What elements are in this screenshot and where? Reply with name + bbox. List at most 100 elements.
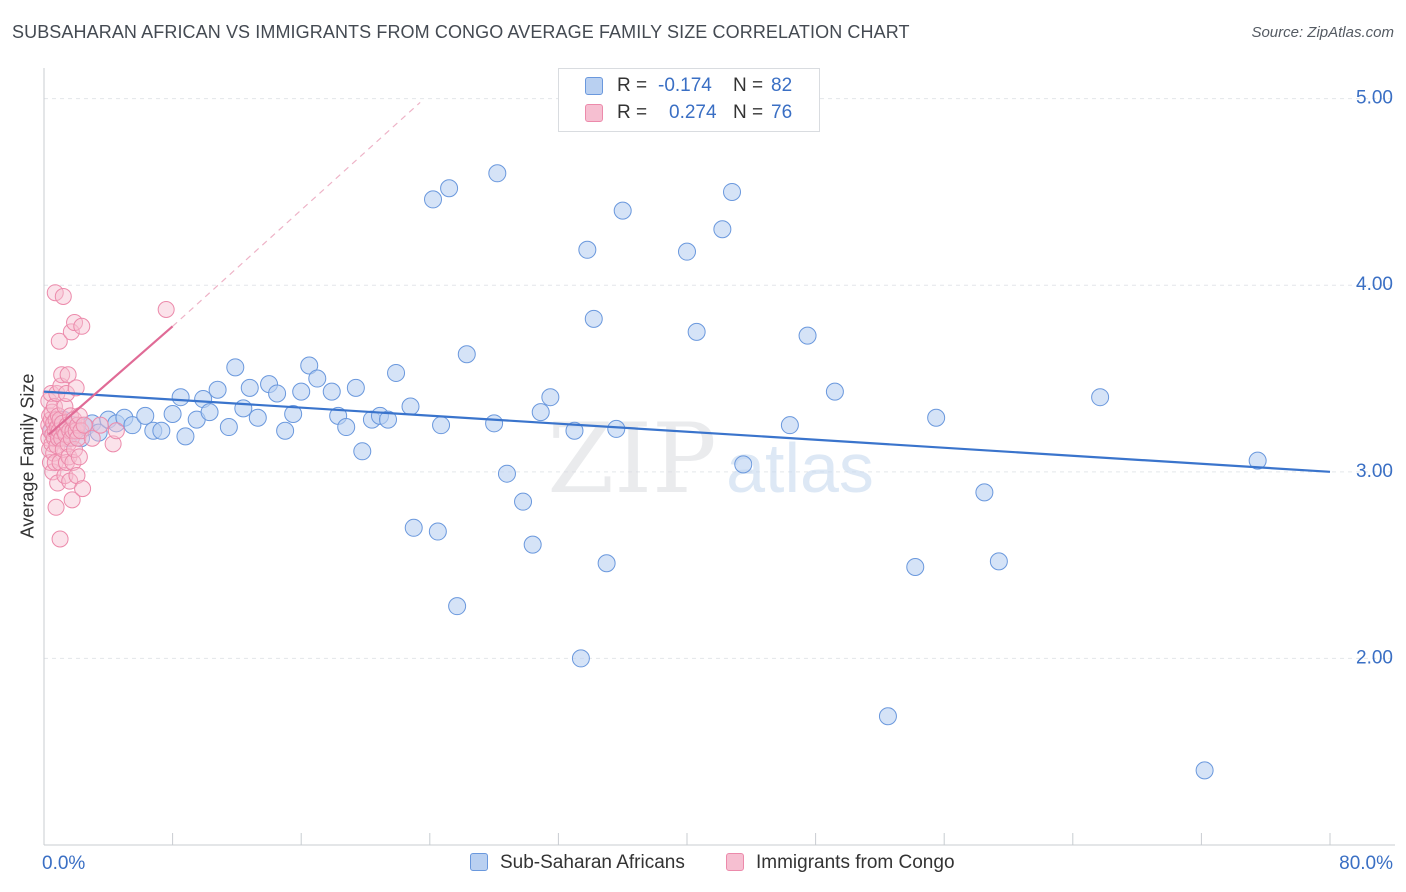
bottom-legend-label-congo: Immigrants from Congo — [756, 852, 955, 873]
point-congo-35 — [53, 366, 71, 384]
point-subsaharan-75 — [878, 707, 897, 726]
point-subsaharan-71 — [734, 455, 753, 474]
grid-layer — [44, 98, 1395, 659]
point-subsaharan-64 — [597, 554, 616, 573]
point-congo-38 — [54, 287, 72, 305]
point-subsaharan-73 — [798, 326, 817, 345]
point-subsaharan-65 — [607, 419, 626, 438]
legend-r-label: R = — [617, 75, 648, 96]
axis-layer — [43, 68, 1395, 846]
point-subsaharan-62 — [578, 240, 597, 259]
point-congo-61 — [67, 379, 85, 397]
point-subsaharan-23 — [208, 380, 227, 399]
legend-swatch-pink — [585, 104, 603, 122]
bottom-legend-swatch-blue — [470, 853, 488, 871]
point-congo-72 — [91, 416, 109, 434]
point-subsaharan-55 — [497, 464, 516, 483]
point-congo-47 — [59, 435, 77, 453]
point-congo-32 — [51, 530, 69, 548]
point-subsaharan-27 — [240, 378, 259, 397]
point-subsaharan-81 — [1195, 761, 1214, 780]
point-subsaharan-39 — [346, 378, 365, 397]
trendline-congo-extension — [172, 101, 421, 327]
bottom-legend-label-subsaharan: Sub-Saharan Africans — [500, 852, 685, 873]
point-subsaharan-53 — [485, 414, 504, 433]
point-subsaharan-77 — [927, 408, 946, 427]
watermark-zip: ZIP — [547, 403, 716, 515]
point-subsaharan-74 — [825, 382, 844, 401]
y-tick-labels: 2.00 3.00 4.00 5.00 — [1356, 88, 1393, 669]
bottom-legend-congo: Immigrants from Congo — [726, 852, 955, 874]
point-subsaharan-76 — [906, 557, 925, 576]
point-subsaharan-47 — [424, 190, 443, 209]
point-subsaharan-56 — [514, 492, 533, 511]
point-subsaharan-34 — [300, 356, 319, 375]
point-congo-74 — [107, 422, 125, 440]
point-subsaharan-59 — [541, 388, 560, 407]
legend-r-value: 0.274 — [669, 102, 717, 123]
point-congo-46 — [59, 366, 77, 384]
x-tick-label-min: 0.0% — [42, 853, 85, 874]
point-congo-41 — [56, 467, 74, 485]
point-subsaharan-79 — [989, 552, 1008, 571]
point-congo-75 — [157, 301, 175, 318]
point-subsaharan-51 — [448, 597, 467, 616]
point-subsaharan-35 — [308, 369, 327, 388]
y-tick-label-2: 4.00 — [1356, 274, 1393, 295]
point-subsaharan-14 — [136, 406, 155, 425]
x-tick-label-max: 80.0% — [1339, 853, 1393, 874]
point-subsaharan-38 — [337, 418, 356, 437]
point-congo-73 — [104, 435, 122, 453]
point-subsaharan-26 — [234, 399, 253, 418]
point-subsaharan-13 — [123, 416, 142, 435]
point-subsaharan-70 — [723, 182, 742, 201]
point-subsaharan-46 — [404, 518, 423, 537]
point-congo-54 — [63, 491, 81, 509]
y-tick-label-3: 5.00 — [1356, 88, 1393, 109]
y-tick-label-1: 3.00 — [1356, 461, 1393, 482]
bottom-legend-swatch-pink — [726, 853, 744, 871]
y-axis-label: Average Family Size — [17, 373, 38, 539]
point-subsaharan-32 — [284, 404, 303, 423]
point-congo-68 — [73, 317, 91, 335]
point-subsaharan-80 — [1091, 388, 1110, 407]
point-subsaharan-66 — [613, 201, 632, 220]
point-congo-40 — [56, 398, 74, 416]
series-subsaharan — [43, 164, 1267, 780]
point-subsaharan-52 — [457, 345, 476, 364]
point-subsaharan-36 — [322, 382, 341, 401]
point-subsaharan-60 — [565, 421, 584, 440]
point-subsaharan-44 — [387, 363, 406, 382]
point-subsaharan-24 — [219, 418, 238, 437]
point-congo-28 — [50, 332, 68, 350]
point-subsaharan-69 — [713, 220, 732, 239]
point-congo-66 — [70, 448, 88, 466]
point-congo-56 — [64, 454, 82, 471]
legend-n-label: N = — [733, 75, 764, 96]
legend-n-value: 76 — [771, 102, 793, 123]
point-subsaharan-68 — [687, 322, 706, 341]
bottom-legend-subsaharan: Sub-Saharan Africans — [470, 852, 685, 874]
point-subsaharan-54 — [488, 164, 507, 183]
correlation-legend: R = -0.174 N = 82 R = 0.274 N = 76 — [558, 68, 820, 132]
point-subsaharan-57 — [523, 535, 542, 554]
y-tick-label-0: 2.00 — [1356, 647, 1393, 668]
point-subsaharan-45 — [401, 397, 420, 416]
point-congo-31 — [51, 454, 69, 471]
point-subsaharan-50 — [440, 179, 459, 198]
legend-r-label: R = — [617, 102, 648, 123]
point-subsaharan-40 — [353, 442, 372, 461]
point-subsaharan-18 — [171, 388, 190, 407]
point-subsaharan-67 — [678, 242, 696, 261]
trendline-subsaharan — [43, 390, 1331, 473]
point-subsaharan-33 — [292, 382, 311, 401]
point-congo-69 — [74, 480, 92, 498]
trend-layer — [43, 101, 1331, 473]
chart-title: SUBSAHARAN AFRICAN VS IMMIGRANTS FROM CO… — [12, 22, 910, 42]
legend-r-value: -0.174 — [658, 75, 712, 96]
point-subsaharan-82 — [1248, 451, 1267, 470]
point-subsaharan-25 — [226, 358, 245, 377]
point-subsaharan-48 — [428, 522, 447, 541]
point-subsaharan-19 — [176, 427, 195, 446]
